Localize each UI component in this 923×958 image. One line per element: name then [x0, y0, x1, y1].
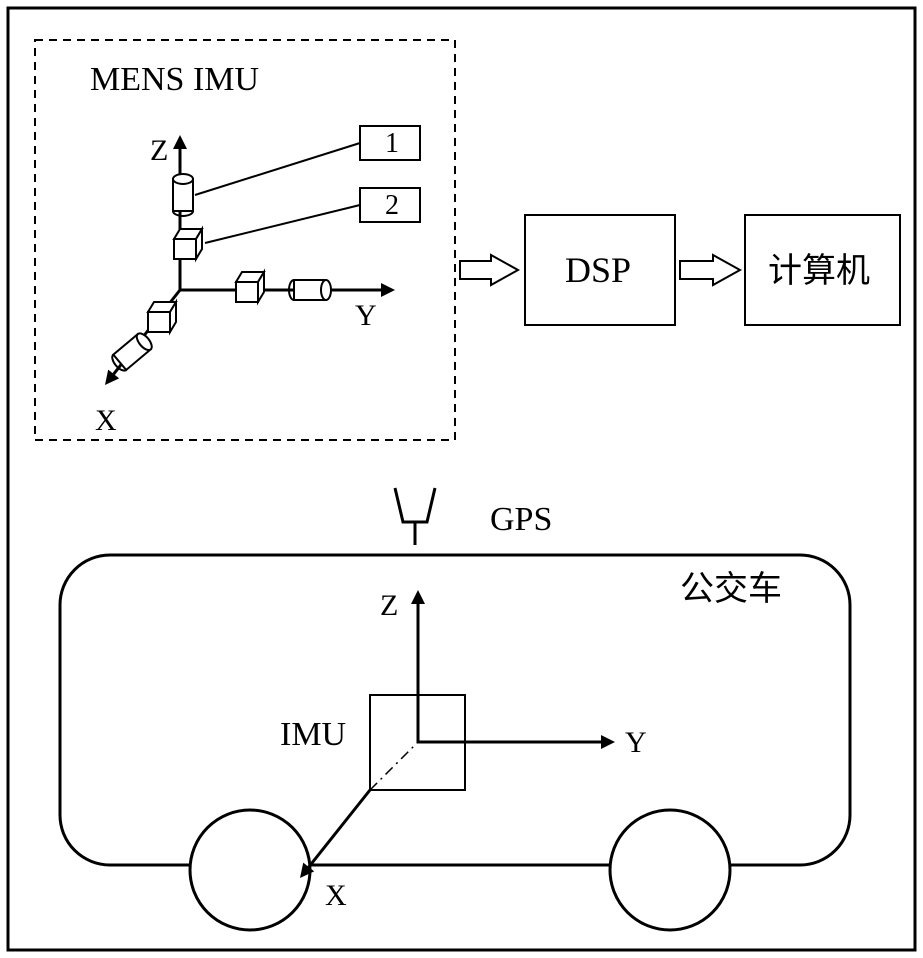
- bus-axis-z: Z: [380, 589, 398, 622]
- imu-panel: MENS IMU Z Y X 1 2: [35, 40, 455, 440]
- bus-imu-label: IMU: [280, 716, 346, 753]
- gps-label: GPS: [490, 501, 552, 538]
- axis-y-label: Y: [355, 299, 377, 332]
- bus-label: 公交车: [680, 570, 782, 608]
- axis-x-label: X: [95, 404, 117, 437]
- bus-axis-x: X: [325, 879, 347, 912]
- flow: DSP 计算机: [460, 215, 900, 325]
- gps-antenna: GPS: [395, 488, 552, 545]
- bus: 公交车 IMU Z Y X: [60, 555, 850, 930]
- bus-wheel-0: [190, 810, 310, 930]
- callout-1: 1: [385, 128, 399, 159]
- callout-2: 2: [385, 190, 399, 221]
- computer-label: 计算机: [768, 252, 870, 290]
- dsp-label: DSP: [565, 250, 631, 290]
- imu-panel-title: MENS IMU: [90, 61, 259, 98]
- bus-wheel-1: [610, 810, 730, 930]
- bus-axis-y: Y: [625, 726, 647, 759]
- axis-z-label: Z: [150, 134, 168, 167]
- outer-border: [8, 8, 915, 950]
